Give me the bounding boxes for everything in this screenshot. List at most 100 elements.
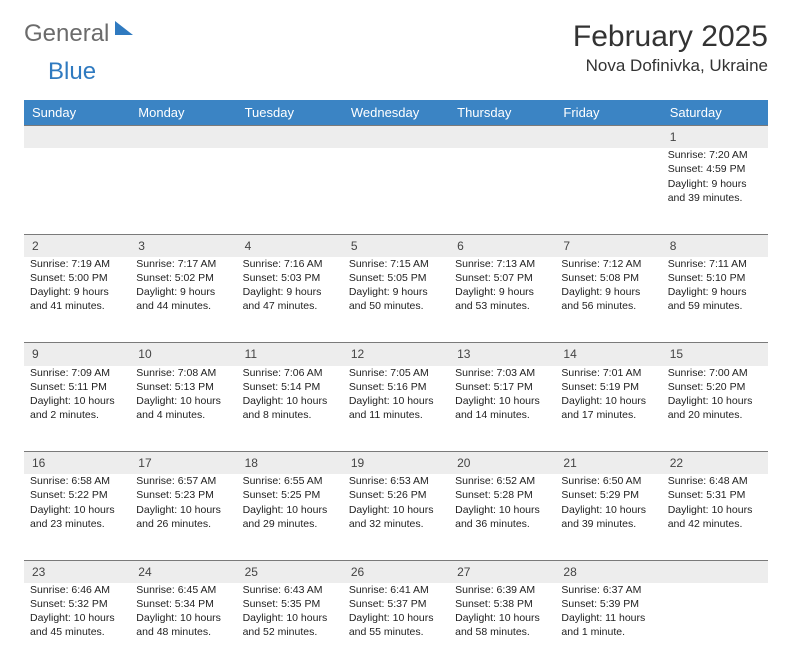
day-cell: Sunrise: 7:20 AMSunset: 4:59 PMDaylight:… bbox=[662, 148, 768, 234]
sun-details: Sunrise: 7:09 AMSunset: 5:11 PMDaylight:… bbox=[30, 366, 124, 423]
day-number: 15 bbox=[662, 343, 768, 366]
day-number: 28 bbox=[555, 560, 661, 583]
calendar-table: Sunday Monday Tuesday Wednesday Thursday… bbox=[24, 100, 768, 669]
day-details-row: Sunrise: 7:09 AMSunset: 5:11 PMDaylight:… bbox=[24, 366, 768, 452]
day-number: 10 bbox=[130, 343, 236, 366]
day-number bbox=[555, 126, 661, 149]
day-cell bbox=[662, 583, 768, 669]
daynum-row: 1 bbox=[24, 126, 768, 149]
logo-text-general: General bbox=[24, 20, 109, 48]
day-cell: Sunrise: 6:41 AMSunset: 5:37 PMDaylight:… bbox=[343, 583, 449, 669]
day-number: 20 bbox=[449, 452, 555, 475]
sun-details: Sunrise: 6:50 AMSunset: 5:29 PMDaylight:… bbox=[561, 474, 655, 531]
sun-details: Sunrise: 7:11 AMSunset: 5:10 PMDaylight:… bbox=[668, 257, 762, 314]
day-cell: Sunrise: 7:06 AMSunset: 5:14 PMDaylight:… bbox=[237, 366, 343, 452]
sun-details: Sunrise: 6:45 AMSunset: 5:34 PMDaylight:… bbox=[136, 583, 230, 640]
sun-details: Sunrise: 7:03 AMSunset: 5:17 PMDaylight:… bbox=[455, 366, 549, 423]
sun-details: Sunrise: 6:48 AMSunset: 5:31 PMDaylight:… bbox=[668, 474, 762, 531]
sun-details: Sunrise: 6:39 AMSunset: 5:38 PMDaylight:… bbox=[455, 583, 549, 640]
day-number: 6 bbox=[449, 234, 555, 257]
day-cell: Sunrise: 6:45 AMSunset: 5:34 PMDaylight:… bbox=[130, 583, 236, 669]
sun-details: Sunrise: 7:00 AMSunset: 5:20 PMDaylight:… bbox=[668, 366, 762, 423]
daynum-row: 232425262728 bbox=[24, 560, 768, 583]
col-saturday: Saturday bbox=[662, 100, 768, 126]
day-number bbox=[130, 126, 236, 149]
sun-details: Sunrise: 7:20 AMSunset: 4:59 PMDaylight:… bbox=[668, 148, 762, 205]
sun-details: Sunrise: 6:41 AMSunset: 5:37 PMDaylight:… bbox=[349, 583, 443, 640]
day-number bbox=[24, 126, 130, 149]
day-cell: Sunrise: 7:13 AMSunset: 5:07 PMDaylight:… bbox=[449, 257, 555, 343]
col-sunday: Sunday bbox=[24, 100, 130, 126]
day-header-row: Sunday Monday Tuesday Wednesday Thursday… bbox=[24, 100, 768, 126]
col-thursday: Thursday bbox=[449, 100, 555, 126]
day-cell bbox=[130, 148, 236, 234]
day-number: 7 bbox=[555, 234, 661, 257]
day-cell: Sunrise: 7:16 AMSunset: 5:03 PMDaylight:… bbox=[237, 257, 343, 343]
day-cell bbox=[237, 148, 343, 234]
day-cell: Sunrise: 7:01 AMSunset: 5:19 PMDaylight:… bbox=[555, 366, 661, 452]
day-number: 23 bbox=[24, 560, 130, 583]
day-cell: Sunrise: 6:52 AMSunset: 5:28 PMDaylight:… bbox=[449, 474, 555, 560]
day-number bbox=[662, 560, 768, 583]
day-details-row: Sunrise: 7:19 AMSunset: 5:00 PMDaylight:… bbox=[24, 257, 768, 343]
sun-details: Sunrise: 6:46 AMSunset: 5:32 PMDaylight:… bbox=[30, 583, 124, 640]
day-cell: Sunrise: 7:09 AMSunset: 5:11 PMDaylight:… bbox=[24, 366, 130, 452]
day-number: 3 bbox=[130, 234, 236, 257]
day-number: 19 bbox=[343, 452, 449, 475]
sun-details: Sunrise: 7:19 AMSunset: 5:00 PMDaylight:… bbox=[30, 257, 124, 314]
day-number: 21 bbox=[555, 452, 661, 475]
day-number: 16 bbox=[24, 452, 130, 475]
day-cell: Sunrise: 6:48 AMSunset: 5:31 PMDaylight:… bbox=[662, 474, 768, 560]
day-details-row: Sunrise: 6:58 AMSunset: 5:22 PMDaylight:… bbox=[24, 474, 768, 560]
day-cell: Sunrise: 7:00 AMSunset: 5:20 PMDaylight:… bbox=[662, 366, 768, 452]
sun-details: Sunrise: 6:37 AMSunset: 5:39 PMDaylight:… bbox=[561, 583, 655, 640]
day-cell: Sunrise: 6:39 AMSunset: 5:38 PMDaylight:… bbox=[449, 583, 555, 669]
logo: General bbox=[24, 20, 137, 48]
daynum-row: 9101112131415 bbox=[24, 343, 768, 366]
sun-details: Sunrise: 6:52 AMSunset: 5:28 PMDaylight:… bbox=[455, 474, 549, 531]
day-number: 14 bbox=[555, 343, 661, 366]
day-number: 27 bbox=[449, 560, 555, 583]
day-details-row: Sunrise: 6:46 AMSunset: 5:32 PMDaylight:… bbox=[24, 583, 768, 669]
sun-details: Sunrise: 6:53 AMSunset: 5:26 PMDaylight:… bbox=[349, 474, 443, 531]
logo-triangle-icon bbox=[115, 21, 133, 35]
day-number: 2 bbox=[24, 234, 130, 257]
day-cell bbox=[24, 148, 130, 234]
day-number bbox=[449, 126, 555, 149]
day-number: 17 bbox=[130, 452, 236, 475]
sun-details: Sunrise: 7:16 AMSunset: 5:03 PMDaylight:… bbox=[243, 257, 337, 314]
day-number: 9 bbox=[24, 343, 130, 366]
sun-details: Sunrise: 7:17 AMSunset: 5:02 PMDaylight:… bbox=[136, 257, 230, 314]
month-title: February 2025 bbox=[573, 20, 768, 54]
day-number bbox=[343, 126, 449, 149]
sun-details: Sunrise: 7:13 AMSunset: 5:07 PMDaylight:… bbox=[455, 257, 549, 314]
day-cell: Sunrise: 6:43 AMSunset: 5:35 PMDaylight:… bbox=[237, 583, 343, 669]
sun-details: Sunrise: 6:43 AMSunset: 5:35 PMDaylight:… bbox=[243, 583, 337, 640]
col-friday: Friday bbox=[555, 100, 661, 126]
day-cell: Sunrise: 7:05 AMSunset: 5:16 PMDaylight:… bbox=[343, 366, 449, 452]
day-number: 22 bbox=[662, 452, 768, 475]
day-number: 8 bbox=[662, 234, 768, 257]
day-cell: Sunrise: 6:46 AMSunset: 5:32 PMDaylight:… bbox=[24, 583, 130, 669]
day-number: 24 bbox=[130, 560, 236, 583]
col-monday: Monday bbox=[130, 100, 236, 126]
day-cell: Sunrise: 6:50 AMSunset: 5:29 PMDaylight:… bbox=[555, 474, 661, 560]
day-cell: Sunrise: 7:15 AMSunset: 5:05 PMDaylight:… bbox=[343, 257, 449, 343]
day-cell: Sunrise: 6:53 AMSunset: 5:26 PMDaylight:… bbox=[343, 474, 449, 560]
sun-details: Sunrise: 7:05 AMSunset: 5:16 PMDaylight:… bbox=[349, 366, 443, 423]
sun-details: Sunrise: 7:01 AMSunset: 5:19 PMDaylight:… bbox=[561, 366, 655, 423]
day-number: 25 bbox=[237, 560, 343, 583]
day-number: 18 bbox=[237, 452, 343, 475]
col-tuesday: Tuesday bbox=[237, 100, 343, 126]
day-cell: Sunrise: 7:12 AMSunset: 5:08 PMDaylight:… bbox=[555, 257, 661, 343]
daynum-row: 16171819202122 bbox=[24, 452, 768, 475]
day-number: 5 bbox=[343, 234, 449, 257]
day-number: 1 bbox=[662, 126, 768, 149]
day-number: 13 bbox=[449, 343, 555, 366]
day-cell: Sunrise: 7:11 AMSunset: 5:10 PMDaylight:… bbox=[662, 257, 768, 343]
daynum-row: 2345678 bbox=[24, 234, 768, 257]
day-cell bbox=[449, 148, 555, 234]
day-cell: Sunrise: 7:17 AMSunset: 5:02 PMDaylight:… bbox=[130, 257, 236, 343]
day-cell bbox=[343, 148, 449, 234]
col-wednesday: Wednesday bbox=[343, 100, 449, 126]
